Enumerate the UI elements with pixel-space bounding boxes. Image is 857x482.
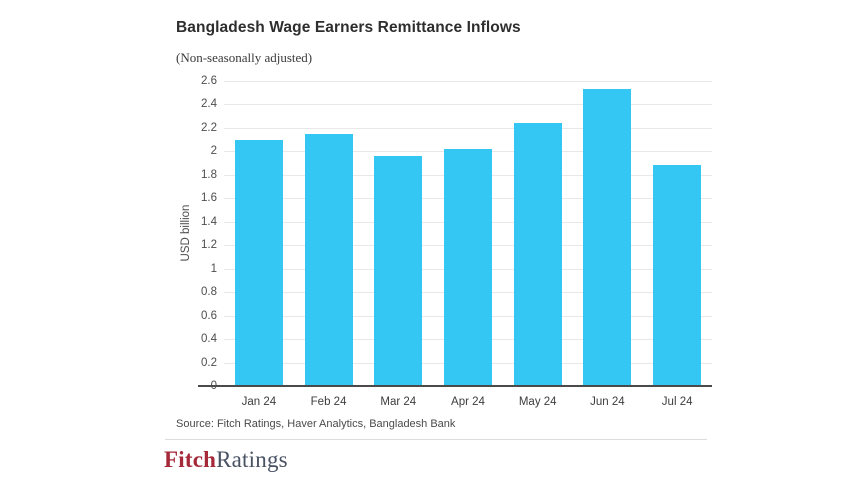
source-note: Source: Fitch Ratings, Haver Analytics, … bbox=[176, 418, 456, 430]
y-tick-label: 1.4 bbox=[201, 215, 217, 228]
bar-feb-24 bbox=[304, 133, 353, 386]
x-tick-label: Jan 24 bbox=[241, 396, 277, 408]
chart-subtitle: (Non-seasonally adjusted) bbox=[176, 50, 313, 65]
x-tick-label: Jun 24 bbox=[590, 396, 625, 408]
logo-ratings: Ratings bbox=[216, 447, 288, 472]
y-tick-label: 2.2 bbox=[201, 121, 217, 134]
bar-mar-24 bbox=[374, 156, 423, 386]
y-axis-label: USD billion bbox=[180, 204, 192, 262]
x-tick-label: Jul 24 bbox=[661, 396, 693, 408]
bar-apr-24 bbox=[444, 149, 492, 386]
footer-divider bbox=[165, 439, 707, 440]
x-tick-label: May 24 bbox=[518, 396, 557, 408]
fitch-ratings-logo: FitchRatings bbox=[164, 447, 288, 473]
y-tick-label: 0.4 bbox=[201, 333, 217, 346]
gridline bbox=[224, 81, 712, 82]
y-tick-label: 0.8 bbox=[201, 286, 217, 299]
x-axis-baseline bbox=[198, 385, 712, 387]
y-tick-label: 1.6 bbox=[201, 192, 217, 205]
bar-jun-24 bbox=[583, 89, 632, 386]
y-tick-label: 1.8 bbox=[201, 168, 217, 181]
y-tick-label: 2.6 bbox=[201, 75, 217, 87]
gridline bbox=[224, 104, 712, 106]
y-tick-label: 0.6 bbox=[201, 309, 217, 322]
y-tick-label: 2 bbox=[210, 145, 217, 158]
bar-jul-24 bbox=[653, 165, 702, 386]
y-tick-label: 1.2 bbox=[201, 239, 217, 252]
bar-jan-24 bbox=[234, 139, 283, 386]
x-tick-label: Apr 24 bbox=[451, 396, 485, 408]
chart-title: Bangladesh Wage Earners Remittance Inflo… bbox=[176, 19, 521, 36]
y-tick-label: 0.2 bbox=[201, 356, 217, 369]
y-tick-label: 0 bbox=[210, 380, 217, 392]
x-tick-label: Mar 24 bbox=[380, 396, 417, 408]
plot-area bbox=[224, 81, 712, 386]
x-tick-label: Feb 24 bbox=[310, 396, 347, 408]
bar-may-24 bbox=[513, 123, 562, 386]
y-tick-label: 1 bbox=[210, 262, 217, 275]
logo-fitch: Fitch bbox=[164, 447, 217, 472]
gridline bbox=[224, 127, 712, 129]
y-tick-label: 2.4 bbox=[201, 98, 217, 111]
